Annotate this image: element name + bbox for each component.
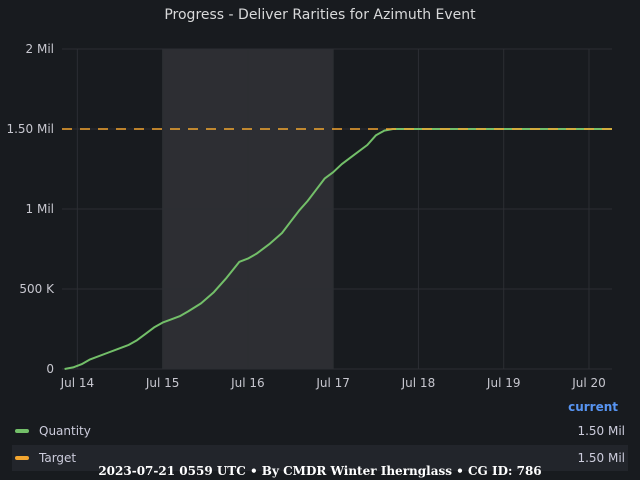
legend-item-quantity[interactable]: Quantity 1.50 Mil: [12, 418, 628, 444]
footer-credit: 2023-07-21 0559 UTC • By CMDR Winter Ihe…: [98, 464, 542, 478]
y-tick-label: 0: [46, 362, 54, 376]
x-tick-label: Jul 18: [401, 376, 436, 390]
legend-value: 1.50 Mil: [577, 424, 625, 438]
legend-header-current[interactable]: current: [568, 400, 618, 414]
target-swatch-icon: [15, 456, 29, 460]
y-tick-label: 500 K: [19, 282, 55, 296]
legend-value: 1.50 Mil: [577, 451, 625, 465]
chart-canvas: Jul 14 Jul 15 Jul 16 Jul 17 Jul 18 Jul 19 Jul …: [6, 42, 612, 390]
y-tick-label: 1.50 Mil: [6, 122, 54, 136]
chart-title: Progress - Deliver Rarities for Azimuth …: [164, 7, 476, 23]
y-tick-label: 1 Mil: [26, 202, 54, 216]
quantity-swatch-icon: [15, 429, 29, 433]
series-line-quantity: [64, 128, 612, 370]
x-tick-label: Jul 14: [60, 376, 95, 390]
y-tick-label: 2 Mil: [26, 42, 54, 56]
x-tick-label: Jul 15: [145, 376, 180, 390]
legend-label: Target: [39, 451, 77, 465]
x-tick-label: Jul 16: [230, 376, 265, 390]
legend-label: Quantity: [39, 424, 91, 438]
x-tick-label: Jul 19: [486, 376, 521, 390]
x-tick-label: Jul 20: [571, 376, 606, 390]
legend-item-target[interactable]: Target 1.50 Mil: [12, 445, 628, 471]
x-tick-label: Jul 17: [315, 376, 350, 390]
